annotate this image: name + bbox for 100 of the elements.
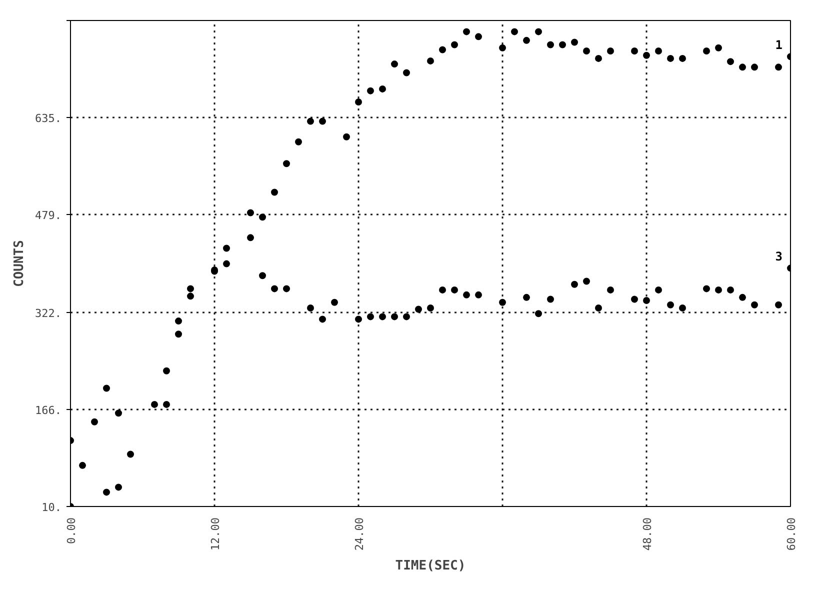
point (115, 484, 122, 491)
x-tick-label: 0.00 (65, 517, 78, 544)
point (643, 52, 650, 59)
point (643, 297, 650, 304)
point (571, 280, 578, 288)
point (595, 304, 602, 312)
x-tick-label: 60.00 (785, 517, 798, 551)
point (307, 118, 314, 125)
y-tick-label: 10. (42, 501, 62, 514)
point (103, 384, 110, 392)
point (655, 48, 662, 54)
point (271, 188, 278, 196)
point (739, 294, 746, 301)
series-label: 3 (775, 250, 783, 264)
point (571, 38, 578, 46)
point (307, 304, 314, 312)
point (391, 60, 398, 68)
point (583, 278, 590, 285)
point (247, 234, 254, 242)
point (427, 304, 434, 312)
point (91, 418, 98, 426)
point (367, 313, 374, 320)
x-axis-title: TIME(SEC) (395, 558, 466, 574)
point (535, 28, 542, 36)
point (319, 316, 326, 323)
point (355, 316, 362, 323)
point (379, 85, 386, 92)
point (403, 69, 410, 76)
point (367, 87, 374, 94)
point (715, 286, 722, 294)
point (295, 138, 302, 146)
point (655, 286, 662, 294)
point (727, 58, 734, 66)
point (559, 41, 566, 48)
point (415, 306, 422, 313)
point (535, 310, 542, 318)
point (475, 33, 482, 40)
y-tick-label: 166. (35, 404, 62, 417)
x-tick-label: 12.00 (209, 517, 222, 551)
point (751, 301, 758, 308)
point (439, 286, 446, 294)
point (727, 286, 734, 294)
point (259, 214, 266, 221)
point (175, 330, 182, 338)
y-tick-label: 322. (35, 306, 62, 320)
point (403, 313, 410, 320)
point (463, 291, 470, 298)
point (475, 291, 482, 298)
point (631, 48, 638, 54)
point (523, 36, 530, 44)
point (547, 296, 554, 303)
point (187, 292, 194, 300)
point (667, 54, 674, 62)
point (523, 294, 530, 301)
point (739, 64, 746, 71)
point (451, 286, 458, 294)
point (715, 44, 722, 52)
point (607, 286, 614, 294)
point (631, 296, 638, 303)
x-tick-label: 24.00 (353, 517, 366, 551)
point (391, 313, 398, 320)
point (583, 48, 590, 54)
x-tick-label: 48.00 (641, 517, 654, 551)
point (511, 28, 518, 36)
point (283, 160, 290, 168)
point (343, 133, 350, 140)
y-tick-label: 635. (35, 112, 62, 126)
point (151, 400, 158, 408)
series-label: 1 (775, 38, 783, 52)
point (127, 450, 134, 458)
point (667, 301, 674, 308)
point (607, 48, 614, 54)
point (319, 118, 326, 125)
point (247, 209, 254, 216)
point (463, 28, 470, 36)
y-tick-label: 479. (35, 209, 62, 222)
point (175, 318, 182, 325)
point (103, 488, 110, 496)
point (703, 285, 710, 292)
point (679, 54, 686, 62)
point (331, 298, 338, 306)
point (223, 260, 230, 268)
point (223, 244, 230, 252)
point (679, 304, 686, 312)
y-axis-title: COUNTS (12, 240, 28, 287)
point (439, 46, 446, 54)
point (271, 285, 278, 292)
point (79, 462, 86, 469)
point (115, 410, 122, 417)
point (187, 285, 194, 292)
point (283, 285, 290, 292)
point (499, 298, 506, 306)
point (499, 44, 506, 52)
point (427, 57, 434, 64)
point (595, 54, 602, 62)
point (451, 41, 458, 48)
point (775, 64, 782, 71)
point (163, 400, 170, 408)
point (379, 313, 386, 320)
point (355, 98, 362, 106)
